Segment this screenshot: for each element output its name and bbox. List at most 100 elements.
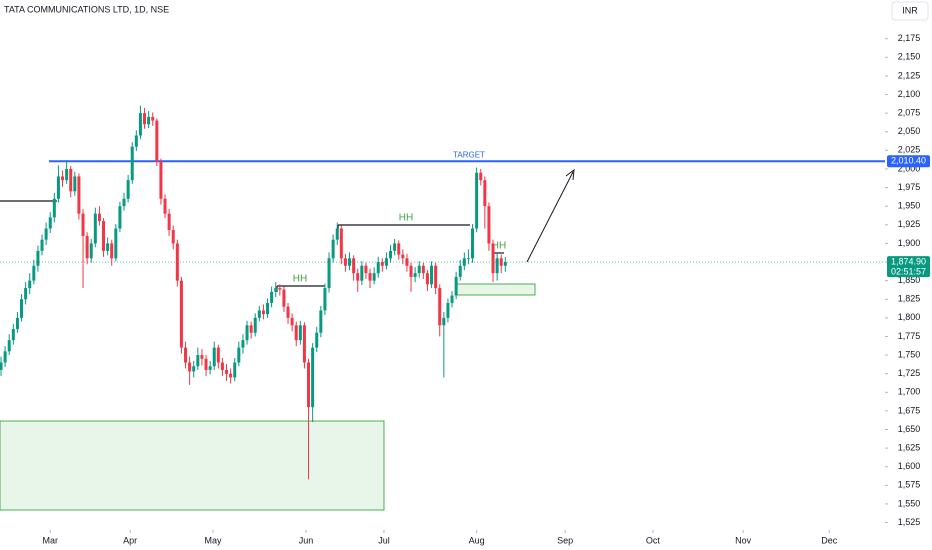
candle-body: [319, 310, 323, 333]
hh-label: HH: [293, 274, 307, 285]
candle-body: [175, 243, 179, 281]
candle-body: [200, 355, 204, 359]
candle-body: [503, 262, 507, 266]
candle-body: [286, 306, 290, 318]
candle-body: [495, 258, 499, 274]
y-tick-label: 2,075: [898, 108, 921, 118]
candle-body: [499, 258, 503, 266]
candle-body: [188, 362, 192, 372]
y-tick-label: 1,925: [898, 219, 921, 229]
candle-body: [446, 302, 450, 318]
candle-body: [77, 176, 81, 214]
candle-body: [85, 235, 89, 259]
x-tick-label: Nov: [735, 535, 752, 545]
candle-body: [15, 317, 19, 330]
candle-body: [290, 317, 294, 326]
candle-body: [40, 239, 44, 251]
candle-body: [294, 325, 298, 341]
y-tick-label: 1,550: [898, 498, 921, 508]
y-tick-label: 2,050: [898, 126, 921, 136]
x-tick-label: Jun: [299, 535, 314, 545]
candle-body: [143, 113, 147, 125]
candle-body: [237, 347, 241, 363]
y-tick-label: 2,000: [898, 163, 921, 173]
candle-body: [257, 310, 261, 318]
candle-body: [368, 273, 372, 281]
y-tick-label: 2,100: [898, 89, 921, 99]
candle-body: [384, 258, 388, 266]
candle-body: [401, 254, 405, 259]
candle-body: [122, 198, 126, 207]
candle-body: [167, 213, 171, 231]
candle-body: [65, 168, 69, 181]
candle-body: [405, 258, 409, 266]
x-tick-label: Apr: [123, 535, 137, 545]
candle-body: [102, 221, 106, 251]
candle-body: [307, 362, 311, 408]
candle-body: [339, 228, 343, 259]
candle-body: [134, 135, 138, 147]
candle-body: [380, 262, 384, 266]
candle-body: [253, 317, 257, 333]
candle-body: [487, 206, 491, 244]
candle-body: [372, 273, 376, 281]
candle-body: [331, 239, 335, 259]
candle-body: [491, 243, 495, 274]
candle-body: [479, 172, 483, 181]
x-tick-label: Jul: [378, 535, 390, 545]
candle-body: [430, 265, 434, 285]
candle-body: [278, 288, 282, 290]
candle-body: [229, 373, 233, 378]
candle-body: [184, 347, 188, 363]
candle-body: [413, 273, 417, 277]
currency-box[interactable]: [891, 1, 929, 21]
x-tick-label: Dec: [821, 535, 838, 545]
candle-body: [11, 329, 15, 341]
candle-body: [315, 332, 319, 348]
candle-body: [126, 180, 130, 199]
x-tick-label: Mar: [42, 535, 58, 545]
currency[interactable]: INR: [902, 5, 918, 15]
target-price-box: [887, 155, 930, 168]
demand-zone: [0, 420, 385, 511]
candle-body: [225, 369, 229, 374]
y-tick-label: 1,725: [898, 368, 921, 378]
candle-body: [36, 250, 40, 266]
x-tick-label: Sep: [557, 535, 573, 545]
candle-body: [220, 362, 224, 370]
y-tick-label: 1,825: [898, 294, 921, 304]
candle-body: [327, 258, 331, 289]
candle-body: [114, 228, 118, 259]
candle-body: [52, 198, 56, 218]
y-tick-label: 1,775: [898, 331, 921, 341]
target-price: 2,010.40: [891, 156, 926, 166]
candle-body: [48, 217, 52, 229]
hh-label: HH: [399, 213, 413, 224]
y-tick-label: 1,800: [898, 312, 921, 322]
candle-body: [44, 228, 48, 240]
candle-body: [179, 280, 183, 348]
candle-body: [208, 366, 212, 370]
candle-body: [323, 288, 327, 311]
candle-body: [233, 362, 237, 378]
y-tick-label: 1,700: [898, 387, 921, 397]
candle-body: [3, 351, 7, 363]
candle-body: [24, 288, 28, 300]
y-tick-label: 2,125: [898, 70, 921, 80]
y-tick-label: 2,175: [898, 33, 921, 43]
y-tick-label: 1,975: [898, 182, 921, 192]
y-tick-label: 1,850: [898, 275, 921, 285]
hh-label: HH: [492, 241, 506, 252]
candle-body: [204, 358, 208, 370]
candle-body: [397, 243, 401, 255]
candle-body: [450, 295, 454, 303]
y-tick-label: 2,150: [898, 52, 921, 62]
candle-body: [163, 198, 167, 214]
candle-body: [20, 299, 24, 318]
candle-body: [212, 347, 216, 367]
y-tick-label: 1,675: [898, 405, 921, 415]
candle-body: [360, 265, 364, 281]
countdown: 02:51:57: [891, 266, 926, 276]
candle-body: [475, 172, 479, 229]
